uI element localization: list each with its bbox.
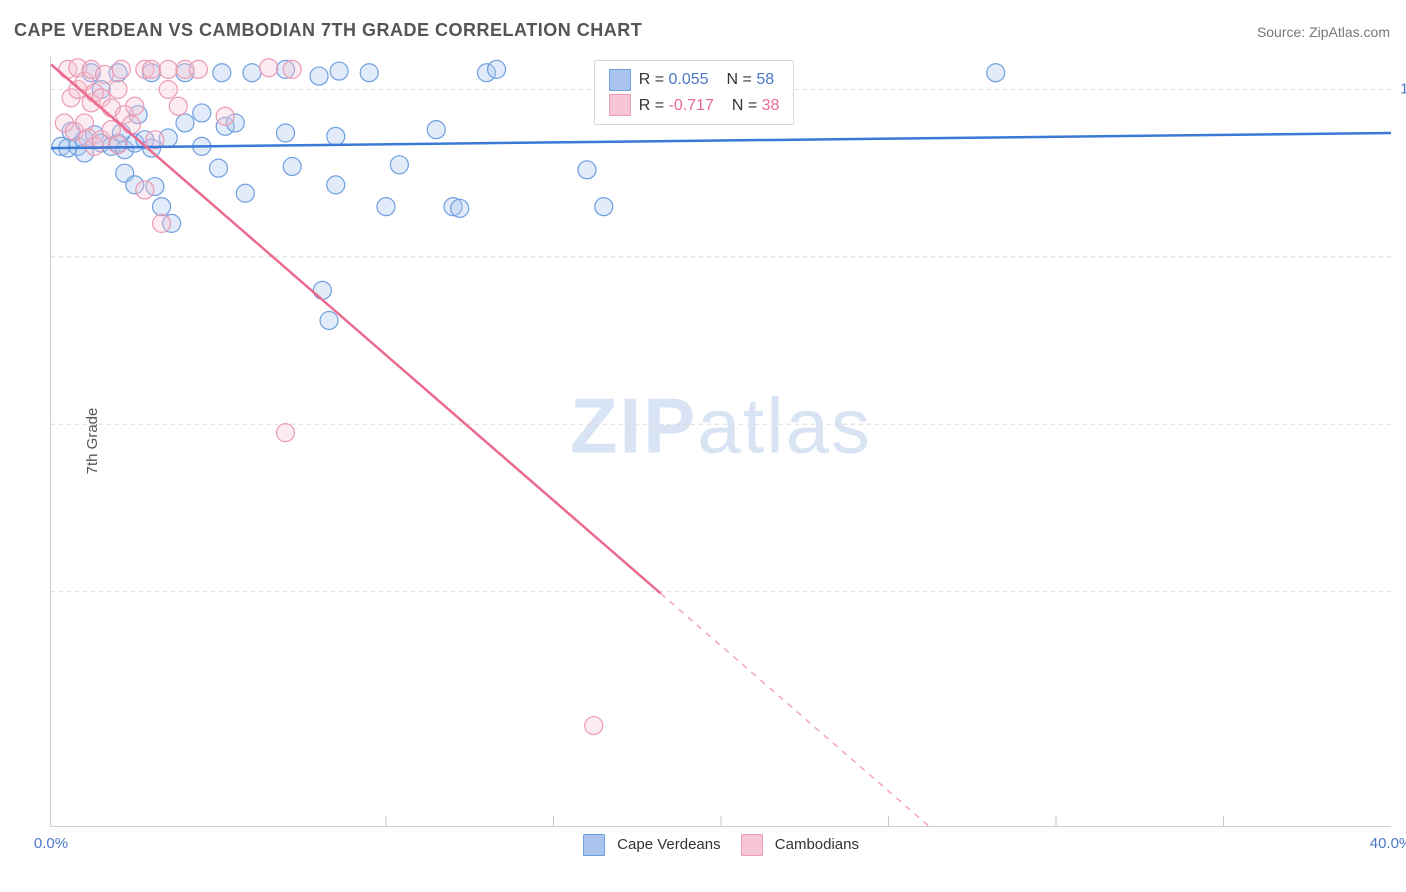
source-label: Source: xyxy=(1257,24,1309,40)
legend-label: Cambodians xyxy=(775,836,859,853)
legend-row: R = -0.717 N = 38 xyxy=(609,93,780,119)
n-label: N = xyxy=(727,71,757,88)
source-link[interactable]: ZipAtlas.com xyxy=(1309,24,1390,40)
correlation-legend: R = 0.055 N = 58 R = -0.717 N = 38 xyxy=(594,60,795,125)
legend-swatch xyxy=(609,69,631,91)
legend-label: Cape Verdeans xyxy=(617,836,720,853)
r-label: R = xyxy=(639,71,669,88)
chart-title: CAPE VERDEAN VS CAMBODIAN 7TH GRADE CORR… xyxy=(14,20,642,41)
n-value: 38 xyxy=(762,97,780,114)
x-tick-label: 40.0% xyxy=(1370,835,1406,852)
scatter-plot-area: 7th Grade ZIPatlas R = 0.055N = 58R = -0… xyxy=(50,56,1391,827)
n-label: N = xyxy=(732,97,762,114)
source-attribution: Source: ZipAtlas.com xyxy=(1257,24,1390,40)
legend-swatch xyxy=(741,834,763,856)
r-value: -0.717 xyxy=(668,97,713,114)
legend-swatch xyxy=(583,834,605,856)
r-value: 0.055 xyxy=(668,71,708,88)
legend-item: Cambodians xyxy=(741,834,859,856)
y-tick-label: 100.0% xyxy=(1400,81,1406,98)
trendline-layer xyxy=(51,56,1391,826)
legend-swatch xyxy=(609,94,631,116)
legend-item: Cape Verdeans xyxy=(583,834,721,856)
series-legend: Cape Verdeans Cambodians xyxy=(573,834,869,856)
r-label: R = xyxy=(639,97,669,114)
legend-row: R = 0.055 N = 58 xyxy=(609,67,780,93)
x-tick-label: 0.0% xyxy=(34,835,68,852)
n-value: 58 xyxy=(756,71,774,88)
